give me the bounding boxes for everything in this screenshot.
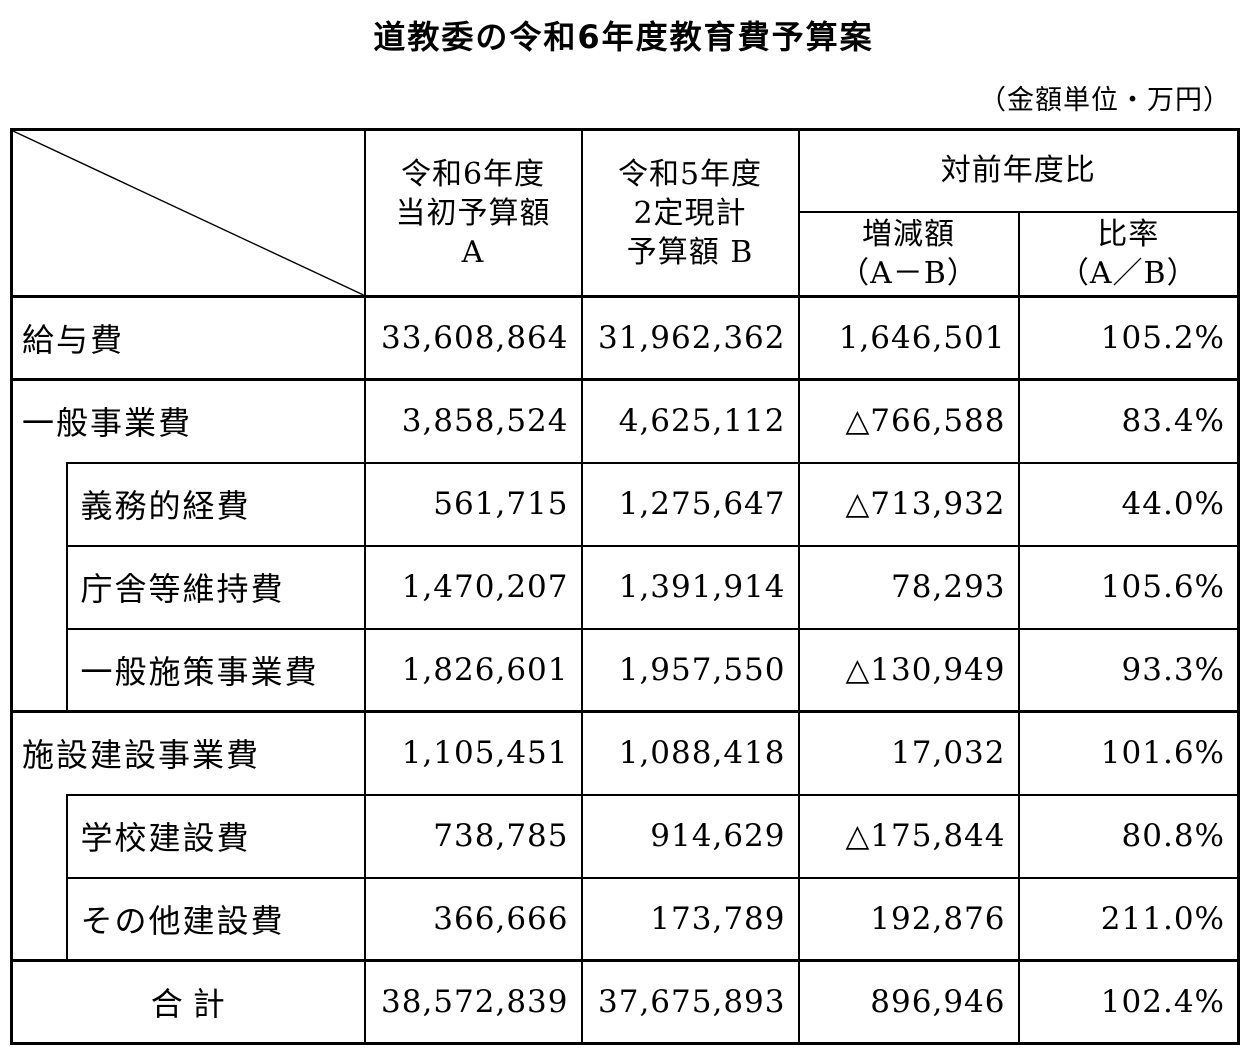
diagonal-line-icon <box>13 131 364 295</box>
row-label: 給与費 <box>10 295 366 381</box>
indent-spacer <box>10 545 68 629</box>
table-body: 給与費 33,608,864 31,962,362 1,646,501 105.2% 一般… <box>10 295 1240 1045</box>
unit-note: （金額単位・万円） <box>979 85 1231 116</box>
cell-reiwa5-budget: 1,088,418 <box>580 710 800 796</box>
cell-reiwa5-budget: 1,391,914 <box>580 544 800 630</box>
indent-spacer <box>10 794 68 878</box>
table-row: その他建設費 366,666 173,789 192,876 211.0% <box>10 876 1240 962</box>
cell-reiwa6-budget: 38,572,839 <box>363 959 583 1045</box>
cell-ratio: 80.8% <box>1017 793 1240 879</box>
cell-diff: 1,646,501 <box>797 295 1020 381</box>
row-label: その他建設費 <box>65 876 366 962</box>
header-diff: 増減額 （A－B） <box>797 210 1020 298</box>
cell-ratio: 102.4% <box>1017 959 1240 1045</box>
cell-reiwa6-budget: 561,715 <box>363 461 583 547</box>
row-label: 一般事業費 <box>10 378 366 463</box>
row-label: 義務的経費 <box>65 461 366 547</box>
cell-ratio: 93.3% <box>1017 627 1240 713</box>
cell-reiwa5-budget: 37,675,893 <box>580 959 800 1045</box>
cell-reiwa5-budget: 1,957,550 <box>580 627 800 713</box>
header-row-2: 増減額 （A－B） 比率 （A／B） <box>12 210 1240 298</box>
table-row: 学校建設費 738,785 914,629 △175,844 80.8% <box>10 793 1240 879</box>
cell-diff: 78,293 <box>797 544 1020 630</box>
table-row: 一般施策事業費 1,826,601 1,957,550 △130,949 93.3% <box>10 627 1240 713</box>
cell-reiwa6-budget: 33,608,864 <box>363 295 583 381</box>
header-row-1: 令和6年度 当初予算額 A 令和5年度 2定現計 予算額 B 対前年度比 <box>10 128 1240 298</box>
table-row: 庁舎等維持費 1,470,207 1,391,914 78,293 105.6% <box>10 544 1240 630</box>
row-label: 一般施策事業費 <box>65 627 366 713</box>
cell-diff: 192,876 <box>797 876 1020 962</box>
header-col-b: 令和5年度 2定現計 予算額 B <box>580 128 800 298</box>
row-label: 学校建設費 <box>65 793 366 879</box>
cell-diff: 896,946 <box>797 959 1020 1045</box>
cell-reiwa6-budget: 366,666 <box>363 876 583 962</box>
cell-reiwa5-budget: 1,275,647 <box>580 461 800 547</box>
table-row: 義務的経費 561,715 1,275,647 △713,932 44.0% <box>10 461 1240 547</box>
indent-spacer <box>10 628 68 712</box>
header-col-a: 令和6年度 当初予算額 A <box>363 128 583 298</box>
cell-ratio: 105.2% <box>1017 295 1240 381</box>
cell-reiwa5-budget: 31,962,362 <box>580 295 800 381</box>
row-label: 合計 <box>10 959 366 1045</box>
table-row: 給与費 33,608,864 31,962,362 1,646,501 105.2% <box>10 295 1240 381</box>
cell-reiwa6-budget: 3,858,524 <box>363 378 583 464</box>
budget-table: 令和6年度 当初予算額 A 令和5年度 2定現計 予算額 B 対前年度比 増減額… <box>10 128 1240 1045</box>
cell-diff: △175,844 <box>797 793 1020 879</box>
indent-spacer <box>10 877 68 961</box>
header-ratio: 比率 （A／B） <box>1017 210 1240 298</box>
cell-reiwa6-budget: 738,785 <box>363 793 583 879</box>
table-header: 令和6年度 当初予算額 A 令和5年度 2定現計 予算額 B 対前年度比 増減額… <box>10 128 1240 298</box>
cell-diff: △713,932 <box>797 461 1020 547</box>
table-row: 施設建設事業費 1,105,451 1,088,418 17,032 101.6% <box>10 710 1240 796</box>
cell-ratio: 83.4% <box>1017 378 1240 464</box>
cell-diff: 17,032 <box>797 710 1020 796</box>
header-yoy-group: 対前年度比 <box>797 128 1240 213</box>
cell-ratio: 211.0% <box>1017 876 1240 962</box>
cell-reiwa5-budget: 173,789 <box>580 876 800 962</box>
cell-reiwa5-budget: 4,625,112 <box>580 378 800 464</box>
table-row: 合計 38,572,839 37,675,893 896,946 102.4% <box>10 959 1240 1045</box>
cell-reiwa6-budget: 1,470,207 <box>363 544 583 630</box>
page-title: 道教委の令和6年度教育費予算案 <box>373 18 874 56</box>
cell-ratio: 105.6% <box>1017 544 1240 630</box>
cell-reiwa6-budget: 1,826,601 <box>363 627 583 713</box>
cell-diff: △130,949 <box>797 627 1020 713</box>
cell-ratio: 44.0% <box>1017 461 1240 547</box>
indent-spacer <box>10 462 68 546</box>
cell-diff: △766,588 <box>797 378 1020 464</box>
cell-ratio: 101.6% <box>1017 710 1240 796</box>
table-row: 一般事業費 3,858,524 4,625,112 △766,588 83.4% <box>10 378 1240 464</box>
header-corner-cell <box>10 128 366 298</box>
row-label: 施設建設事業費 <box>10 710 366 795</box>
cell-reiwa5-budget: 914,629 <box>580 793 800 879</box>
cell-reiwa6-budget: 1,105,451 <box>363 710 583 796</box>
row-label: 庁舎等維持費 <box>65 544 366 630</box>
